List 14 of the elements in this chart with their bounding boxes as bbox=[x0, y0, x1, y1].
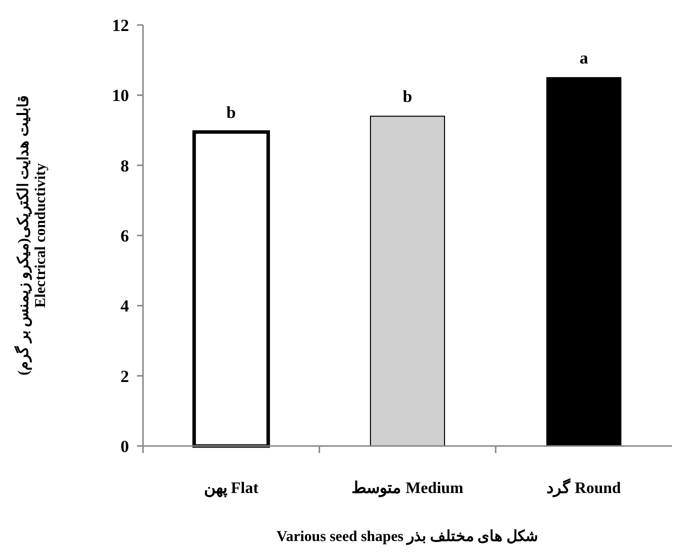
x-tick-label: گرد Round bbox=[546, 478, 622, 498]
y-tick-label: 8 bbox=[120, 156, 129, 176]
annotation: b bbox=[226, 103, 236, 122]
y-tick-label: 0 bbox=[120, 436, 129, 456]
y-tick-label: 4 bbox=[120, 296, 130, 316]
annotation: a bbox=[580, 48, 589, 68]
x-tick-label: پهن Flat bbox=[204, 480, 260, 498]
y-tick-label: 10 bbox=[112, 86, 129, 106]
x-axis-title: Various seed shapes شکل های مختلف بذر bbox=[276, 529, 538, 545]
x-tick-label: متوسط Medium bbox=[352, 480, 464, 498]
y-tick-label: 12 bbox=[112, 16, 129, 35]
y-tick-label: 6 bbox=[120, 226, 129, 246]
annotation: b bbox=[402, 87, 412, 106]
y-tick-label: 2 bbox=[120, 366, 129, 386]
